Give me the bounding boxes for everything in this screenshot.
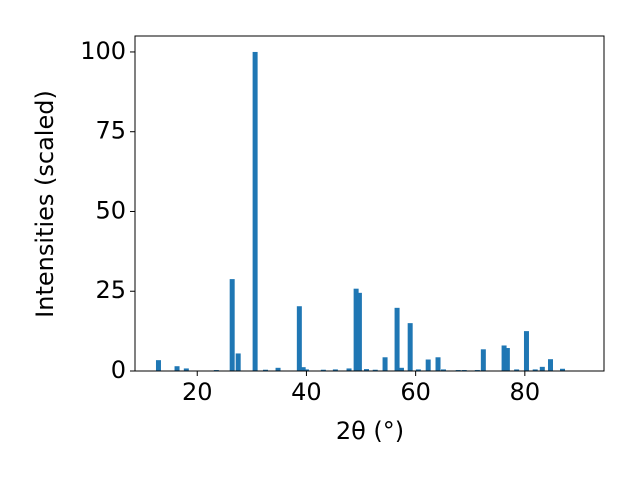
bar — [398, 367, 404, 371]
bar — [480, 349, 486, 371]
bar — [275, 367, 281, 371]
bar — [300, 367, 306, 371]
bar — [229, 279, 235, 371]
y-tick-label: 0 — [111, 356, 126, 384]
x-tick-label: 20 — [182, 378, 213, 406]
bar — [407, 323, 413, 371]
bar — [235, 353, 241, 371]
y-tick-label: 100 — [80, 37, 126, 65]
bar — [415, 369, 421, 371]
x-axis-label: 2θ (°) — [336, 417, 404, 445]
bar — [296, 306, 302, 371]
bar — [183, 368, 189, 371]
y-tick-label: 25 — [95, 276, 126, 304]
bar — [560, 368, 566, 371]
bar — [262, 369, 268, 371]
bar — [504, 348, 510, 371]
bar — [539, 366, 545, 371]
x-tick-label: 80 — [510, 378, 541, 406]
bar — [547, 359, 553, 371]
bar — [523, 331, 529, 371]
bar — [353, 288, 359, 371]
bar — [435, 357, 441, 371]
plot-frame — [134, 35, 605, 372]
bar — [155, 360, 161, 371]
bar — [394, 307, 400, 371]
bar — [363, 369, 369, 371]
bar — [356, 292, 362, 371]
y-tick-label: 75 — [95, 117, 126, 145]
bar — [372, 369, 378, 371]
bar — [425, 359, 431, 371]
bar — [174, 366, 180, 371]
bar — [303, 369, 309, 371]
bar — [501, 345, 507, 371]
y-tick-label: 50 — [95, 196, 126, 224]
bar — [346, 368, 352, 371]
bar — [252, 51, 258, 371]
bar — [514, 369, 520, 371]
bar — [440, 369, 446, 371]
bar — [320, 369, 326, 371]
x-tick-label: 40 — [291, 378, 322, 406]
y-axis-label: Intensities (scaled) — [31, 90, 59, 318]
bar — [532, 369, 538, 371]
bar — [332, 369, 338, 371]
bar — [382, 357, 388, 371]
x-tick-label: 60 — [400, 378, 431, 406]
